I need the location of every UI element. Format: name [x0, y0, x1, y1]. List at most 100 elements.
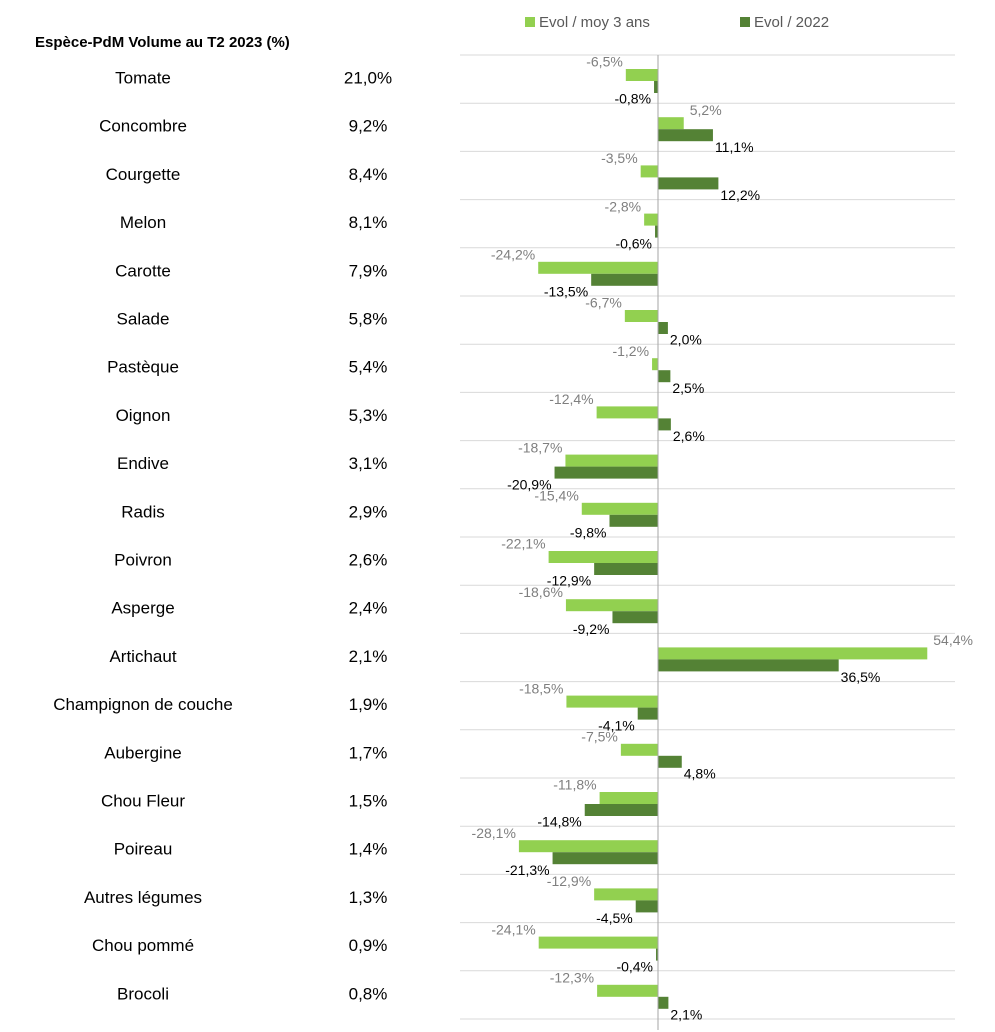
share-label: 2,6%	[349, 550, 388, 569]
data-label: 2,6%	[673, 428, 705, 444]
category-label: Poivron	[114, 550, 172, 569]
bar	[640, 165, 658, 178]
bar	[658, 370, 671, 383]
data-label: 5,2%	[690, 102, 722, 118]
bar	[635, 900, 658, 913]
share-label: 5,4%	[349, 358, 388, 377]
category-label: Tomate	[115, 68, 171, 87]
share-label: 9,2%	[349, 117, 388, 136]
data-label: -1,2%	[612, 343, 649, 359]
data-label: -7,5%	[581, 729, 618, 745]
data-label: -2,8%	[605, 198, 642, 214]
bar	[654, 81, 658, 93]
data-label: 36,5%	[841, 669, 881, 685]
share-label: 0,9%	[349, 936, 388, 955]
bar	[658, 129, 713, 142]
data-label: 2,5%	[672, 380, 704, 396]
data-label: -0,6%	[615, 235, 652, 251]
category-label: Pastèque	[107, 358, 179, 377]
data-label: -6,5%	[586, 54, 623, 70]
data-label: -18,5%	[519, 680, 563, 696]
bar	[658, 418, 671, 431]
data-label: -28,1%	[472, 825, 516, 841]
data-label: -15,4%	[534, 488, 578, 504]
share-label: 1,3%	[349, 888, 388, 907]
category-label: Carotte	[115, 261, 171, 280]
category-label: Radis	[121, 502, 164, 521]
bar	[518, 840, 658, 853]
bar	[658, 659, 839, 672]
legend-swatch	[740, 17, 750, 27]
share-label: 2,9%	[349, 502, 388, 521]
data-label: -24,1%	[491, 921, 535, 937]
data-label: 2,0%	[670, 332, 702, 348]
share-label: 8,1%	[349, 213, 388, 232]
legend-swatch	[525, 17, 535, 27]
category-label: Artichaut	[109, 647, 176, 666]
bar	[658, 322, 668, 334]
bar	[552, 852, 658, 865]
data-label: -12,4%	[549, 391, 593, 407]
bar	[624, 310, 658, 322]
data-label: 54,4%	[933, 632, 973, 648]
category-label: Aubergine	[104, 743, 182, 762]
bar	[565, 454, 658, 467]
data-label: -9,2%	[573, 621, 610, 637]
bar	[565, 599, 658, 612]
data-label: -14,8%	[537, 814, 581, 830]
data-label: 12,2%	[720, 187, 760, 203]
bar	[658, 177, 719, 190]
category-label: Oignon	[116, 406, 171, 425]
bar	[591, 273, 658, 286]
share-label: 0,8%	[349, 984, 388, 1003]
data-label: -24,2%	[491, 247, 535, 263]
data-label: -12,3%	[550, 970, 594, 986]
share-label: 21,0%	[344, 68, 392, 87]
bar	[612, 611, 658, 624]
data-label: -9,8%	[570, 525, 607, 541]
bar	[656, 948, 658, 961]
bar	[658, 117, 684, 130]
bar	[599, 792, 658, 804]
share-label: 5,8%	[349, 309, 388, 328]
category-label: Concombre	[99, 117, 187, 136]
category-label: Courgette	[106, 165, 181, 184]
bar	[655, 225, 658, 238]
bar	[620, 743, 658, 756]
bar	[658, 647, 928, 660]
bar	[597, 984, 658, 997]
bar	[658, 755, 682, 768]
bar	[554, 466, 658, 479]
category-label: Chou Fleur	[101, 791, 185, 810]
share-label: 5,3%	[349, 406, 388, 425]
bar	[594, 563, 658, 575]
category-label: Poireau	[114, 840, 173, 859]
data-label: -11,8%	[553, 777, 596, 793]
bar	[594, 888, 658, 901]
category-label: Autres légumes	[84, 888, 202, 907]
share-label: 8,4%	[349, 165, 388, 184]
share-label: 1,4%	[349, 840, 388, 859]
category-label: Melon	[120, 213, 166, 232]
share-label: 2,4%	[349, 599, 388, 618]
table-header: Espèce-PdM Volume au T2 2023 (%)	[35, 34, 290, 51]
category-label: Asperge	[111, 599, 174, 618]
share-label: 7,9%	[349, 261, 388, 280]
data-label: -0,8%	[614, 91, 651, 107]
data-label: 11,1%	[715, 139, 754, 155]
data-label: -6,7%	[585, 295, 622, 311]
bar	[548, 551, 658, 563]
data-label: -18,7%	[518, 439, 562, 455]
category-label: Champignon de couche	[53, 695, 233, 714]
bar	[652, 358, 658, 371]
category-label: Brocoli	[117, 984, 169, 1003]
legend-label: Evol / 2022	[754, 14, 829, 31]
data-label: -20,9%	[507, 476, 551, 492]
share-label: 2,1%	[349, 647, 388, 666]
data-label: -3,5%	[601, 150, 638, 166]
bar	[609, 514, 658, 527]
share-label: 3,1%	[349, 454, 388, 473]
category-label: Chou pommé	[92, 936, 194, 955]
share-label: 1,7%	[349, 743, 388, 762]
